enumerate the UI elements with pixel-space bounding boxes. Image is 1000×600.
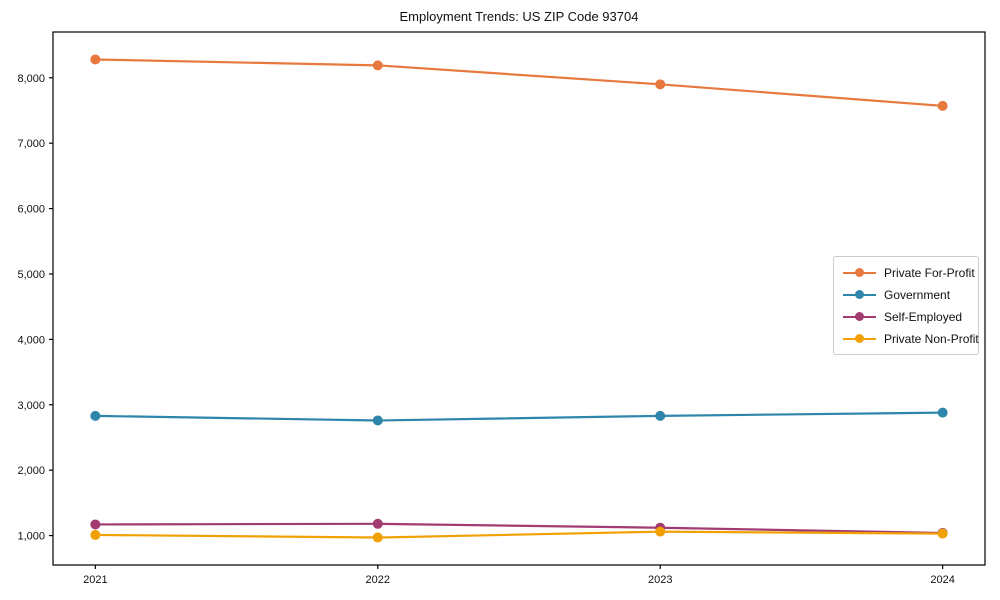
legend-label: Private Non-Profit <box>884 331 979 346</box>
data-point-marker <box>937 407 948 418</box>
axes-frame <box>52 31 986 566</box>
legend-item: Self-Employed <box>843 309 969 324</box>
y-tick-label: 8,000 <box>17 73 45 85</box>
legend-item: Government <box>843 287 969 302</box>
y-tick-label: 5,000 <box>17 269 45 281</box>
legend-item: Private Non-Profit <box>843 331 979 346</box>
legend-label: Self-Employed <box>884 309 963 324</box>
legend-marker-private-non-profit <box>843 331 876 346</box>
data-point-marker <box>937 100 948 111</box>
x-tick-label: 2022 <box>366 574 390 586</box>
legend-marker-self-employed <box>843 309 876 324</box>
data-point-marker <box>372 532 383 543</box>
legend-marker-private-for-profit <box>843 265 876 280</box>
series-line <box>94 522 944 535</box>
data-point-marker <box>937 528 948 539</box>
series-line <box>94 411 944 422</box>
legend-item: Private For-Profit <box>843 265 975 280</box>
y-tick-label: 7,000 <box>17 138 45 150</box>
legend: Private For-Profit Government Self-Emplo… <box>833 256 979 355</box>
data-point-marker <box>372 415 383 426</box>
y-tick-label: 4,000 <box>17 334 45 346</box>
x-tick-label: 2021 <box>83 574 107 586</box>
chart-title: Employment Trends: US ZIP Code 93704 <box>399 9 639 24</box>
data-point-marker <box>90 519 101 530</box>
series-line <box>94 530 944 539</box>
x-tick-label: 2024 <box>930 574 954 586</box>
series-line <box>94 58 944 108</box>
data-point-marker <box>90 54 101 65</box>
legend-marker-government <box>843 287 876 302</box>
x-tick-label: 2023 <box>648 574 672 586</box>
data-point-marker <box>655 410 666 421</box>
y-tick-label: 1,000 <box>17 531 45 543</box>
data-point-marker <box>90 410 101 421</box>
y-tick-label: 3,000 <box>17 400 45 412</box>
data-point-marker <box>372 60 383 71</box>
legend-label: Private For-Profit <box>884 265 975 280</box>
y-tick-label: 6,000 <box>17 204 45 216</box>
data-point-marker <box>90 529 101 540</box>
y-tick-label: 2,000 <box>17 465 45 477</box>
legend-label: Government <box>884 287 951 302</box>
data-point-marker <box>372 518 383 529</box>
data-point-marker <box>655 79 666 90</box>
data-point-marker <box>655 526 666 537</box>
